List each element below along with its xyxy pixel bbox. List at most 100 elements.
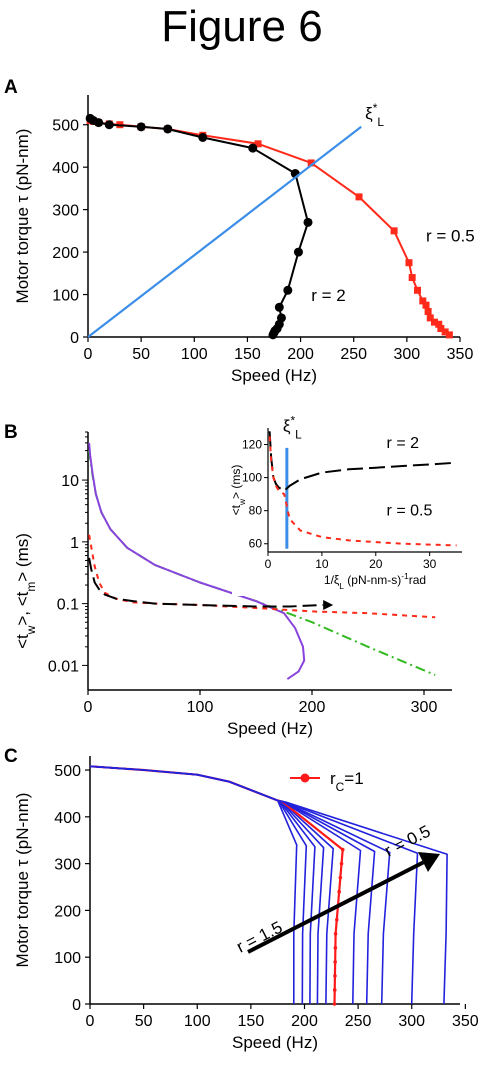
panel-b-x-tick-label: 100 [187,699,214,716]
panel-a-annotation-xi: ξ*L [365,101,384,129]
panel-c-arrowhead [418,852,440,872]
panel-a-data-point [136,122,146,132]
panel-a-data-point [435,320,443,328]
inset-background [232,422,470,596]
panel-b-series-line-1 [88,442,306,680]
panel-c-chart: C 0 50 100 150 200 250 300 350 0 100 200 300 400 500 Sp… [4,746,479,1052]
panel-c-annotation-r15: r = 1.5 [234,918,286,957]
panel-a-x-tick-label: 0 [84,346,93,363]
panel-a-y-tick-label: 200 [52,245,79,262]
panel-c-x-tick-label: 150 [238,1013,265,1030]
panel-c-rc1-marker [333,960,337,964]
panel-c-y-tick-label: 0 [72,997,81,1014]
panel-c-curve [89,765,376,1005]
panel-c-curve [89,765,362,1005]
inset-annotation-r2: r = 2 [387,435,420,452]
panel-a-y-tick-label: 100 [52,288,79,305]
panel-c-y-tick-label: 200 [54,903,81,920]
panel-a-data-point [198,132,208,142]
panel-a-data-point [424,308,432,316]
panel-c-x-tick-label: 350 [452,1013,479,1030]
panel-a-y-tick-label: 500 [52,118,79,135]
panel-a-data-point [405,259,413,267]
panel-c-arrow-shaft [247,859,427,954]
panel-c-rc1-marker [340,847,345,852]
panel-a-label: A [4,77,18,98]
panel-c-rc1-marker [339,861,344,866]
panel-a-y-tick-label: 0 [70,330,79,347]
panel-c-y-tick-label: 500 [54,763,81,780]
panel-c-curve [89,765,308,1005]
panel-b-x-tick-label: 200 [299,699,326,716]
panel-b-series-line-2 [88,534,436,619]
panel-c-rc1-marker [337,889,341,894]
inset-y-tick-label: 80 [249,504,263,518]
panel-c-x-tick-label: 50 [135,1013,153,1030]
panel-a-x-tick-label: 200 [287,346,314,363]
panel-a-data-point [445,331,453,339]
panel-a-y-tick-label: 300 [52,203,79,220]
panel-a-data-point [355,193,363,201]
panel-c-curve [89,765,419,1005]
legend-label: rC=1 [330,769,364,794]
panel-b-y-tick-label: 1 [70,535,79,552]
panel-c-curve [89,765,448,1005]
inset-y-tick-label: 120 [242,438,262,452]
panel-c-y-tick-label: 300 [54,857,81,874]
panel-c-rc1-marker [332,988,337,992]
figure-title: Figure 6 [161,2,323,51]
panel-a-x-tick-label: 350 [447,346,474,363]
panel-b-x-tick-label: 300 [411,699,438,716]
panel-a-data-point [293,247,303,257]
panel-a-data-point [422,301,430,309]
panel-c-curve [89,765,298,1004]
panel-c-rc1-marker [334,917,339,922]
panel-a-data-point [413,286,421,294]
panel-c-rc1-marker [338,875,343,880]
panel-a-data-point [307,159,315,167]
panel-a-y-tick-label: 400 [52,160,79,177]
panel-c-x-axis-label: Speed (Hz) [232,1033,318,1052]
panel-b-x-tick-label: 0 [84,699,93,716]
panel-c-rc1-marker [333,946,338,950]
panel-a-chart: A 0 50 100 150 200 250 300 350 0 100 200 300 400 500 Sp… [4,77,475,385]
inset-x-tick-label: 20 [369,557,383,571]
panel-a-data-point [254,140,262,148]
panel-a-data-point [408,274,416,282]
panel-c-x-tick-label: 200 [291,1013,318,1030]
panel-c-rc1-marker [333,932,338,936]
panel-a-data-point [441,328,449,336]
panel-a-x-tick-label: 150 [234,346,261,363]
panel-a-data-point [303,217,313,227]
inset-y-axis-label: <tw> (ms) [229,465,247,516]
panel-c-y-tick-label: 400 [54,810,81,827]
panel-c-rc1-marker [332,1002,337,1006]
inset-annotation-r05: r = 0.5 [387,503,433,520]
inset-y-tick-label: 60 [249,537,263,551]
panel-a-data-point [94,118,104,128]
panel-c-rc1-marker [333,974,337,978]
panel-c-x-tick-label: 0 [86,1013,95,1030]
panel-a-data-point [283,285,293,295]
inset-x-tick-label: 30 [423,557,437,571]
panel-b-series-line-3 [88,557,324,608]
panel-c-x-tick-label: 100 [184,1013,211,1030]
inset-x-tick-label: 10 [315,557,329,571]
panel-c-y-axis-label: Motor torque τ (pN-nm) [13,793,32,968]
panel-a-annotation-r2: r = 2 [311,286,346,305]
panel-a-data-point [163,124,173,134]
panel-b-y-axis-label: <tw>, <tm> (ms) [13,533,38,649]
inset-annotation-xi: ξ*L [283,413,302,441]
legend-marker [300,773,310,783]
panel-b-y-tick-label: 0.1 [57,597,79,614]
panel-b-y-tick-label: 10 [61,473,79,490]
panel-b-y-tick-label: 0.01 [48,658,79,675]
panel-a-x-tick-label: 100 [181,346,208,363]
panel-a-y-axis-label: Motor torque τ (pN-nm) [13,129,32,304]
inset-x-tick-label: 0 [265,557,272,571]
inset-y-tick-label: 100 [242,471,262,485]
panel-a-series-line-2 [87,125,362,338]
panel-a-annotation-r05: r = 0.5 [426,226,475,245]
panel-a-data-point [426,314,434,322]
